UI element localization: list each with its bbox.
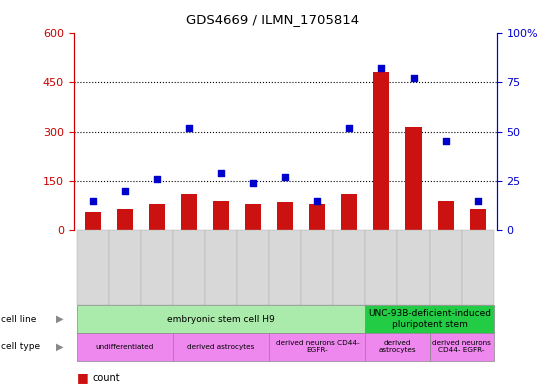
Point	[345, 124, 354, 131]
Bar	[437, 201, 454, 230]
Text: GDS4669 / ILMN_1705814: GDS4669 / ILMN_1705814	[186, 13, 360, 26]
Bar	[213, 201, 229, 230]
Text: embryonic stem cell H9: embryonic stem cell H9	[167, 314, 275, 324]
Text: ▶: ▶	[56, 314, 64, 324]
Point	[153, 176, 162, 182]
Bar	[149, 204, 165, 230]
Bar	[341, 194, 358, 230]
Text: UNC-93B-deficient-induced
pluripotent stem: UNC-93B-deficient-induced pluripotent st…	[368, 310, 491, 329]
Bar	[85, 212, 101, 230]
Bar	[181, 194, 197, 230]
Bar	[117, 209, 133, 230]
Bar	[470, 209, 485, 230]
Text: cell type: cell type	[1, 342, 40, 351]
Bar	[277, 202, 293, 230]
Point	[313, 198, 322, 204]
Text: cell line: cell line	[1, 314, 37, 324]
Point	[88, 198, 97, 204]
Point	[217, 170, 225, 176]
Bar	[373, 72, 389, 230]
Bar	[245, 204, 261, 230]
Bar	[406, 127, 422, 230]
Point	[121, 188, 129, 194]
Text: ■: ■	[76, 371, 88, 384]
Point	[409, 75, 418, 81]
Point	[281, 174, 289, 180]
Text: ■: ■	[76, 383, 88, 384]
Text: undifferentiated: undifferentiated	[96, 344, 154, 350]
Text: derived neurons
CD44- EGFR-: derived neurons CD44- EGFR-	[432, 340, 491, 353]
Text: derived astrocytes: derived astrocytes	[187, 344, 255, 350]
Point	[473, 198, 482, 204]
Bar	[310, 204, 325, 230]
Point	[185, 124, 193, 131]
Text: derived
astrocytes: derived astrocytes	[379, 340, 416, 353]
Text: count: count	[93, 373, 121, 383]
Text: ▶: ▶	[56, 342, 64, 352]
Point	[249, 180, 258, 186]
Point	[377, 65, 386, 71]
Text: derived neurons CD44-
EGFR-: derived neurons CD44- EGFR-	[276, 340, 359, 353]
Point	[441, 138, 450, 144]
